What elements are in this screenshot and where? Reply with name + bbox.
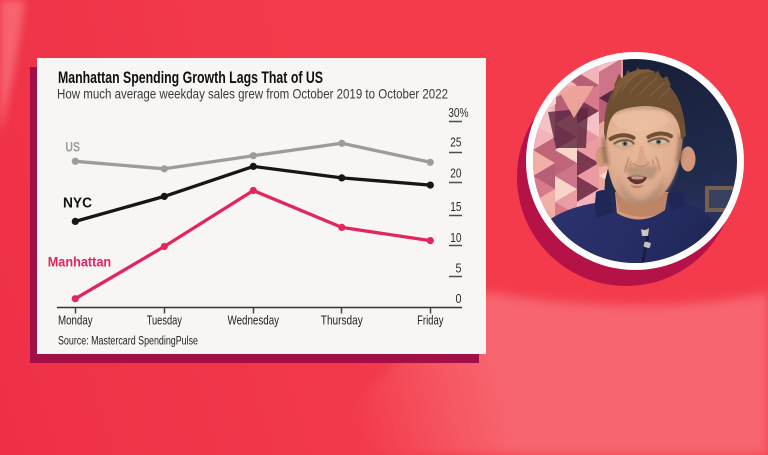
svg-text:Tuesday: Tuesday: [147, 313, 183, 327]
svg-text:Manhattan: Manhattan: [48, 255, 111, 270]
svg-text:0: 0: [456, 292, 462, 306]
svg-text:30%: 30%: [448, 106, 468, 120]
svg-text:Friday: Friday: [417, 313, 444, 327]
svg-text:25: 25: [450, 136, 461, 150]
svg-text:5: 5: [456, 262, 462, 276]
svg-text:Wednesday: Wednesday: [228, 313, 280, 327]
svg-text:How much average weekday sales: How much average weekday sales grew from…: [57, 85, 448, 101]
svg-text:NYC: NYC: [63, 196, 92, 212]
svg-text:Manhattan Spending Growth Lags: Manhattan Spending Growth Lags That of U…: [58, 69, 323, 87]
svg-text:Thursday: Thursday: [321, 313, 364, 327]
svg-text:15: 15: [450, 200, 461, 214]
svg-text:10: 10: [450, 231, 461, 245]
svg-text:US: US: [65, 139, 80, 155]
svg-text:20: 20: [450, 167, 461, 181]
svg-text:Source: Mastercard SpendingPul: Source: Mastercard SpendingPulse: [58, 335, 198, 347]
svg-text:Monday: Monday: [58, 313, 93, 327]
